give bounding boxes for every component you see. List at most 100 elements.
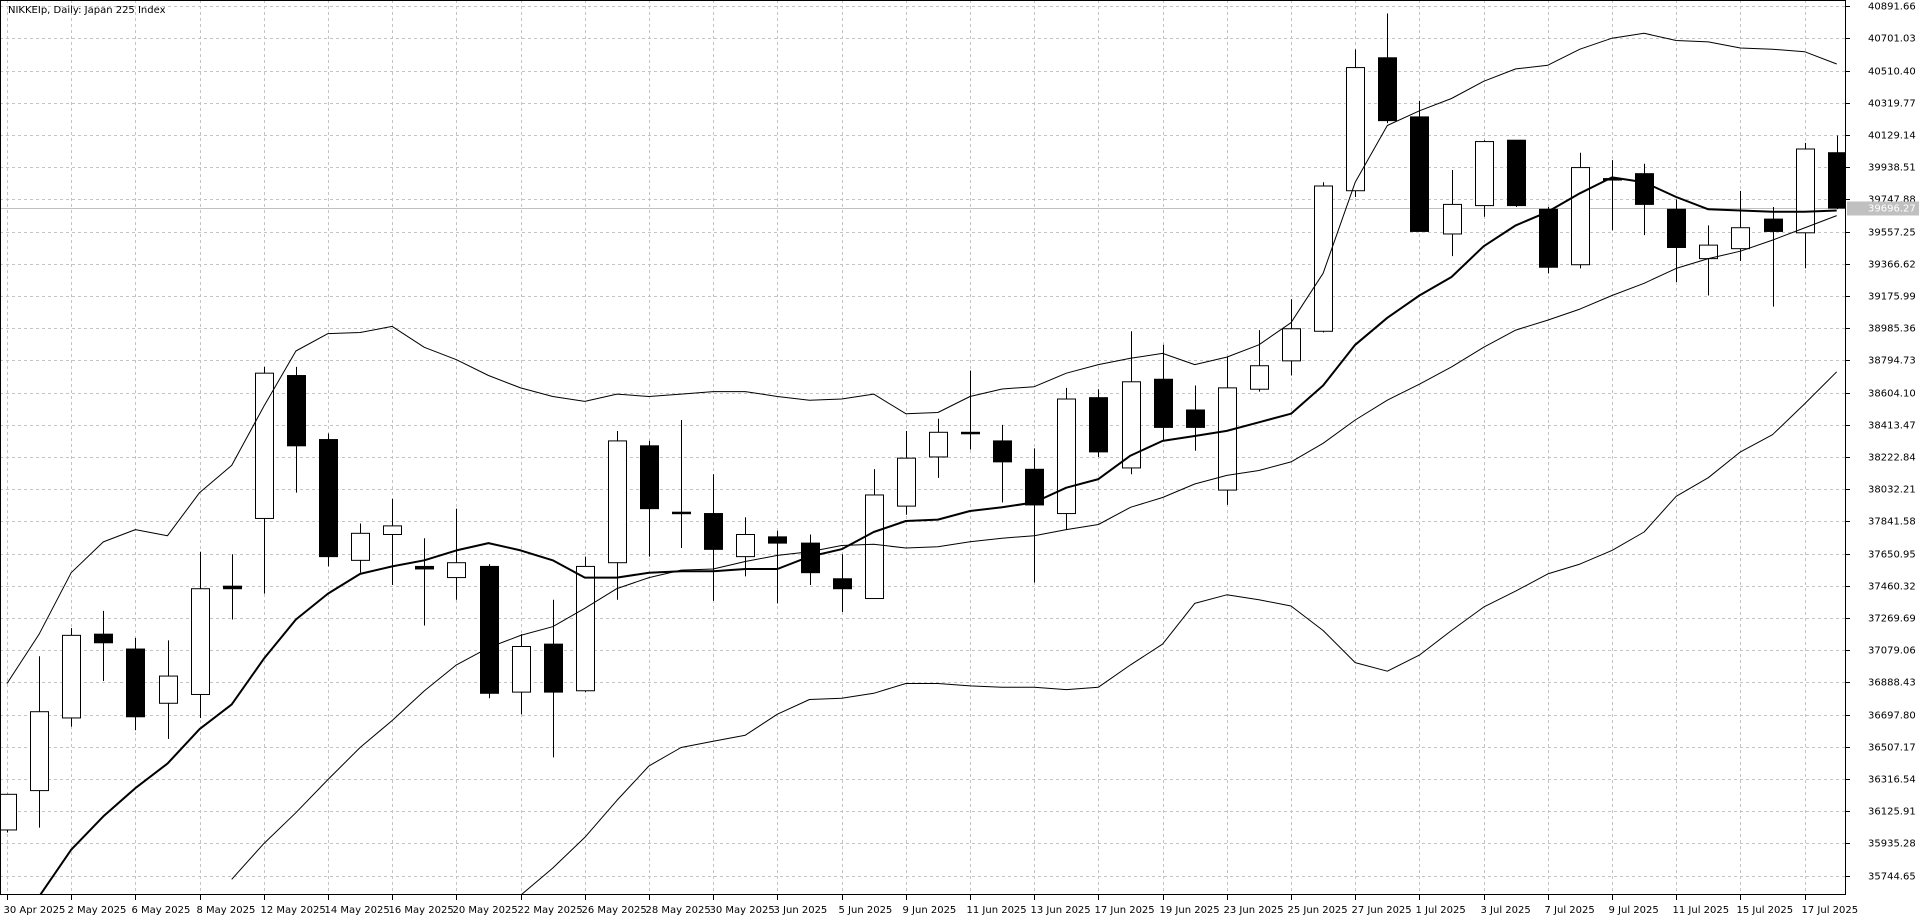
candle-body [1410, 116, 1429, 232]
candle-body [319, 439, 338, 558]
candle-body [1828, 152, 1846, 209]
y-tick-label: 40701.03 [1868, 34, 1916, 45]
candle-body [1122, 381, 1141, 469]
y-tick-label: 36697.80 [1868, 711, 1916, 722]
chart-title: NIKKEIp, Daily: Japan 225 Index [8, 5, 166, 16]
x-tick-label: 30 Apr 2025 [4, 905, 66, 916]
x-tick-label: 5 Jun 2025 [839, 905, 893, 916]
y-tick-label: 38604.10 [1868, 389, 1916, 400]
x-tick-label: 13 Jun 2025 [1031, 905, 1091, 916]
y-tick-label: 35744.65 [1868, 872, 1916, 883]
x-tick-label: 16 May 2025 [389, 905, 454, 916]
y-tick-label: 40319.77 [1868, 99, 1916, 110]
candle-body [576, 565, 595, 692]
x-tick-label: 28 May 2025 [646, 905, 711, 916]
plot-area [0, 13, 1846, 895]
x-tick-label: 6 May 2025 [132, 905, 191, 916]
grid [0, 0, 1846, 895]
y-tick-label: 36888.43 [1868, 678, 1916, 689]
x-tick-label: 19 Jun 2025 [1160, 905, 1220, 916]
x-tick-label: 22 May 2025 [518, 905, 583, 916]
y-tick-label: 38985.36 [1868, 324, 1916, 335]
x-tick-label: 3 Jul 2025 [1481, 905, 1531, 916]
candle-body [0, 793, 17, 831]
candle-body [1186, 409, 1205, 428]
candle-body [704, 513, 723, 550]
x-tick-label: 11 Jun 2025 [967, 905, 1027, 916]
axes: 35744.65 35935.28 36125.91 36316.54 36507.17… [4, 2, 1919, 916]
candle-body [865, 494, 884, 600]
last-price-label: 39696.27 [1868, 204, 1916, 215]
candle-body [1571, 167, 1590, 266]
candle-body [351, 532, 370, 561]
candle-body [672, 511, 691, 515]
candle-body [447, 562, 466, 579]
y-tick-label: 39175.99 [1868, 292, 1916, 303]
y-tick-label: 39938.51 [1868, 163, 1916, 174]
candle-body [62, 634, 81, 719]
x-tick-label: 11 Jul 2025 [1673, 905, 1730, 916]
y-tick-label: 37841.58 [1868, 517, 1916, 528]
candle-body [1507, 139, 1526, 207]
y-tick-label: 37269.69 [1868, 614, 1916, 625]
y-tick-label: 39557.25 [1868, 228, 1916, 239]
candle-body [1089, 397, 1108, 453]
candle-body [736, 533, 755, 558]
y-tick-label: 40891.66 [1868, 2, 1916, 13]
y-tick-label: 36125.91 [1868, 807, 1916, 818]
y-tick-label: 37460.32 [1868, 582, 1916, 593]
y-tick-label: 40129.14 [1868, 131, 1916, 142]
x-tick-label: 1 Jul 2025 [1416, 905, 1466, 916]
x-tick-label: 9 Jul 2025 [1609, 905, 1659, 916]
candle-body [383, 525, 402, 535]
candle-body [255, 372, 274, 519]
candle-body [94, 633, 113, 644]
x-tick-label: 17 Jul 2025 [1802, 905, 1859, 916]
x-tick-label: 25 Jun 2025 [1288, 905, 1348, 916]
candle-body [897, 457, 916, 507]
candle-body [159, 675, 178, 704]
x-tick-label: 3 Jun 2025 [774, 905, 828, 916]
y-tick-label: 37079.06 [1868, 646, 1916, 657]
candle-body [961, 431, 980, 435]
x-tick-label: 7 Jul 2025 [1545, 905, 1595, 916]
plot-frame [0, 0, 1846, 895]
indicator-line [231, 215, 1837, 880]
x-tick-label: 17 Jun 2025 [1095, 905, 1155, 916]
x-tick-label: 12 May 2025 [261, 905, 326, 916]
y-tick-label: 36507.17 [1868, 743, 1916, 754]
y-tick-label: 39747.88 [1868, 195, 1916, 206]
y-tick-label: 40510.40 [1868, 67, 1916, 78]
indicator-line [520, 371, 1838, 895]
candle-body [1443, 203, 1462, 235]
candle-body [512, 646, 531, 693]
candle-body [1796, 148, 1815, 234]
candle-body [640, 445, 659, 510]
candle-body [833, 578, 852, 590]
last-price-box [1847, 201, 1919, 216]
candle-body [993, 440, 1012, 463]
candle-body [415, 565, 434, 570]
candle-body [768, 536, 787, 544]
y-tick-label: 38413.47 [1868, 421, 1916, 432]
y-tick-label: 36316.54 [1868, 775, 1916, 786]
y-tick-label: 38794.73 [1868, 356, 1916, 367]
x-tick-label: 27 Jun 2025 [1352, 905, 1412, 916]
candle-body [1378, 57, 1397, 122]
candle-body [1025, 468, 1044, 506]
y-tick-label: 35935.28 [1868, 839, 1916, 850]
candle-body [30, 711, 49, 792]
candle-body [1057, 398, 1076, 515]
candle-body [1218, 387, 1237, 491]
x-tick-label: 26 May 2025 [582, 905, 647, 916]
candle-body [1282, 328, 1301, 362]
candle-body [191, 588, 210, 695]
candle-body [608, 440, 627, 564]
x-tick-label: 14 May 2025 [325, 905, 390, 916]
x-tick-label: 8 May 2025 [197, 905, 256, 916]
x-tick-label: 2 May 2025 [68, 905, 127, 916]
x-tick-label: 30 May 2025 [710, 905, 775, 916]
candle-body [929, 431, 948, 458]
